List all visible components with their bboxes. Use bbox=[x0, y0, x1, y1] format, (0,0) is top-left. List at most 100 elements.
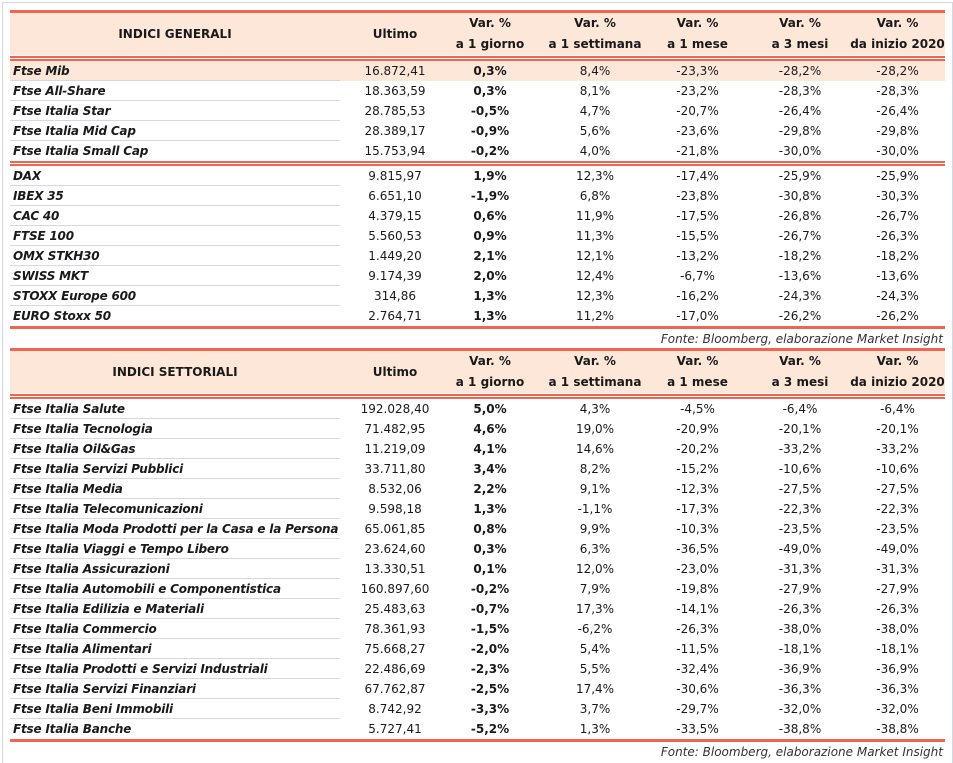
var-1-giorno-value: 0,1% bbox=[473, 562, 507, 576]
var-inizio-2020-value: -22,3% bbox=[876, 502, 919, 516]
column-header-line: Var. % bbox=[676, 16, 719, 30]
row-separator bbox=[10, 265, 340, 266]
index-name: Ftse Italia Edilizia e Materiali bbox=[13, 602, 204, 616]
row-separator bbox=[10, 598, 340, 599]
column-header-line: a 1 giorno bbox=[455, 37, 525, 51]
table-row: CAC 40 4.379,15 0,6% 11,9% -17,5% -26,8% -26,7… bbox=[10, 206, 945, 226]
var-inizio-2020-value: -26,3% bbox=[876, 602, 919, 616]
table-row: Ftse Italia Tecnologia 71.482,95 4,6% 19,0%… bbox=[10, 419, 945, 439]
column-header-line: Var. % bbox=[779, 354, 821, 368]
var-3-mesi-value: -6,4% bbox=[782, 402, 818, 416]
var-1-mese-value: -29,7% bbox=[676, 702, 719, 716]
var-1-giorno-value: -1,9% bbox=[470, 189, 510, 203]
ultimo-value: 33.711,80 bbox=[364, 462, 426, 476]
var-inizio-2020-value: -27,9% bbox=[876, 582, 919, 596]
var-1-mese-value: -11,5% bbox=[676, 642, 719, 656]
column-header-var-1-settimana: Var. % a 1 settimana bbox=[540, 13, 650, 55]
ultimo-value: 22.486,69 bbox=[364, 662, 426, 676]
column-header-var-1-mese: Var. % a 1 mese bbox=[640, 351, 755, 393]
var-inizio-2020-value: -28,3% bbox=[876, 84, 919, 98]
var-1-giorno-value: -5,2% bbox=[470, 722, 510, 736]
table-row: Ftse Italia Assicurazioni 13.330,51 0,1% 12… bbox=[10, 559, 945, 579]
var-inizio-2020-value: -26,3% bbox=[876, 229, 919, 243]
var-1-mese-value: -20,7% bbox=[676, 104, 719, 118]
var-3-mesi-value: -24,3% bbox=[778, 289, 822, 303]
var-1-giorno-value: -3,3% bbox=[470, 702, 510, 716]
table-header: INDICI SETTORIALI Ultimo Var. % a 1 giorno V… bbox=[10, 348, 945, 399]
var-1-settimana-value: 12,4% bbox=[575, 269, 615, 283]
ultimo-value: 67.762,87 bbox=[364, 682, 426, 696]
var-1-giorno-value: 2,2% bbox=[473, 482, 507, 496]
var-1-giorno-value: 0,9% bbox=[473, 229, 507, 243]
var-1-giorno-value: 0,6% bbox=[473, 209, 507, 223]
index-name: EURO Stoxx 50 bbox=[13, 309, 111, 323]
table-row: Ftse Italia Moda Prodotti per la Casa e … bbox=[10, 519, 945, 539]
table-row: OMX STKH30 1.449,20 2,1% 12,1% -13,2% -18,2% -… bbox=[10, 246, 945, 266]
var-1-giorno-value: -2,0% bbox=[470, 642, 510, 656]
var-1-mese-value: -17,4% bbox=[676, 169, 719, 183]
var-1-giorno-value: -0,2% bbox=[470, 582, 510, 596]
var-1-settimana-value: 9,1% bbox=[579, 482, 611, 496]
table-header: INDICI GENERALI Ultimo Var. % a 1 giorno Var… bbox=[10, 10, 945, 61]
table-row: Ftse Italia Servizi Finanziari 67.762,87 -… bbox=[10, 679, 945, 699]
table-row: Ftse Italia Star 28.785,53 -0,5% 4,7% -20,7%… bbox=[10, 101, 945, 121]
index-name: DAX bbox=[13, 169, 41, 183]
index-name: Ftse Italia Automobili e Componentistica bbox=[13, 582, 281, 596]
var-inizio-2020-value: -38,8% bbox=[876, 722, 919, 736]
column-header-line: Var. % bbox=[876, 16, 919, 30]
index-name: OMX STKH30 bbox=[13, 249, 100, 263]
var-inizio-2020-value: -49,0% bbox=[876, 542, 919, 556]
var-3-mesi-value: -22,3% bbox=[778, 502, 822, 516]
var-3-mesi-value: -20,1% bbox=[778, 422, 822, 436]
row-separator bbox=[10, 305, 340, 306]
var-1-settimana-value: 12,0% bbox=[575, 562, 615, 576]
column-header-line: Var. % bbox=[779, 16, 821, 30]
row-separator bbox=[10, 698, 340, 699]
var-1-settimana-value: 6,8% bbox=[579, 189, 611, 203]
column-header-var-1-giorno: Var. % a 1 giorno bbox=[430, 13, 550, 55]
column-header-ultimo: Ultimo bbox=[372, 364, 418, 379]
var-1-settimana-value: 12,3% bbox=[575, 289, 615, 303]
var-1-giorno-value: -2,5% bbox=[470, 682, 510, 696]
var-1-giorno-value: 5,0% bbox=[473, 402, 507, 416]
ultimo-value: 18.363,59 bbox=[364, 84, 426, 98]
var-1-settimana-value: 17,3% bbox=[575, 602, 615, 616]
var-inizio-2020-value: -26,4% bbox=[876, 104, 919, 118]
var-3-mesi-value: -18,1% bbox=[778, 642, 822, 656]
var-1-giorno-value: 2,1% bbox=[473, 249, 507, 263]
row-separator bbox=[10, 205, 340, 206]
ultimo-value: 314,86 bbox=[374, 289, 416, 303]
var-3-mesi-value: -26,4% bbox=[778, 104, 822, 118]
row-separator bbox=[10, 100, 340, 101]
var-1-settimana-value: 7,9% bbox=[579, 582, 611, 596]
var-inizio-2020-value: -18,2% bbox=[876, 249, 919, 263]
index-name: STOXX Europe 600 bbox=[13, 289, 136, 303]
var-1-mese-value: -4,5% bbox=[680, 402, 715, 416]
var-1-mese-value: -20,9% bbox=[676, 422, 719, 436]
source-note: Fonte: Bloomberg, elaborazione Market In… bbox=[660, 745, 943, 759]
var-inizio-2020-value: -33,2% bbox=[876, 442, 919, 456]
index-name: Ftse Italia Tecnologia bbox=[13, 422, 153, 436]
ultimo-value: 15.753,94 bbox=[364, 144, 426, 158]
column-header-line: a 1 settimana bbox=[548, 375, 642, 389]
table-row: Ftse Italia Small Cap 15.753,94 -0,2% 4,0% -… bbox=[10, 141, 945, 161]
index-name: CAC 40 bbox=[13, 209, 60, 223]
row-separator bbox=[10, 498, 340, 499]
var-3-mesi-value: -27,5% bbox=[778, 482, 822, 496]
table-row: Ftse Italia Media 8.532,06 2,2% 9,1% -12,3% -… bbox=[10, 479, 945, 499]
row-separator bbox=[10, 185, 340, 186]
var-1-giorno-value: 1,3% bbox=[473, 502, 507, 516]
var-3-mesi-value: -26,3% bbox=[778, 602, 822, 616]
var-3-mesi-value: -23,5% bbox=[778, 522, 822, 536]
var-3-mesi-value: -26,7% bbox=[778, 229, 822, 243]
ultimo-value: 9.598,18 bbox=[368, 502, 422, 516]
var-1-settimana-value: 11,3% bbox=[575, 229, 615, 243]
table-row: Ftse Italia Banche 5.727,41 -5,2% 1,3% -33,5… bbox=[10, 719, 945, 739]
ultimo-value: 6.651,10 bbox=[368, 189, 422, 203]
var-inizio-2020-value: -25,9% bbox=[876, 169, 919, 183]
var-1-giorno-value: 4,6% bbox=[473, 422, 507, 436]
row-separator bbox=[10, 718, 340, 719]
var-1-mese-value: -17,3% bbox=[676, 502, 719, 516]
var-1-mese-value: -36,5% bbox=[676, 542, 719, 556]
var-3-mesi-value: -27,9% bbox=[778, 582, 822, 596]
